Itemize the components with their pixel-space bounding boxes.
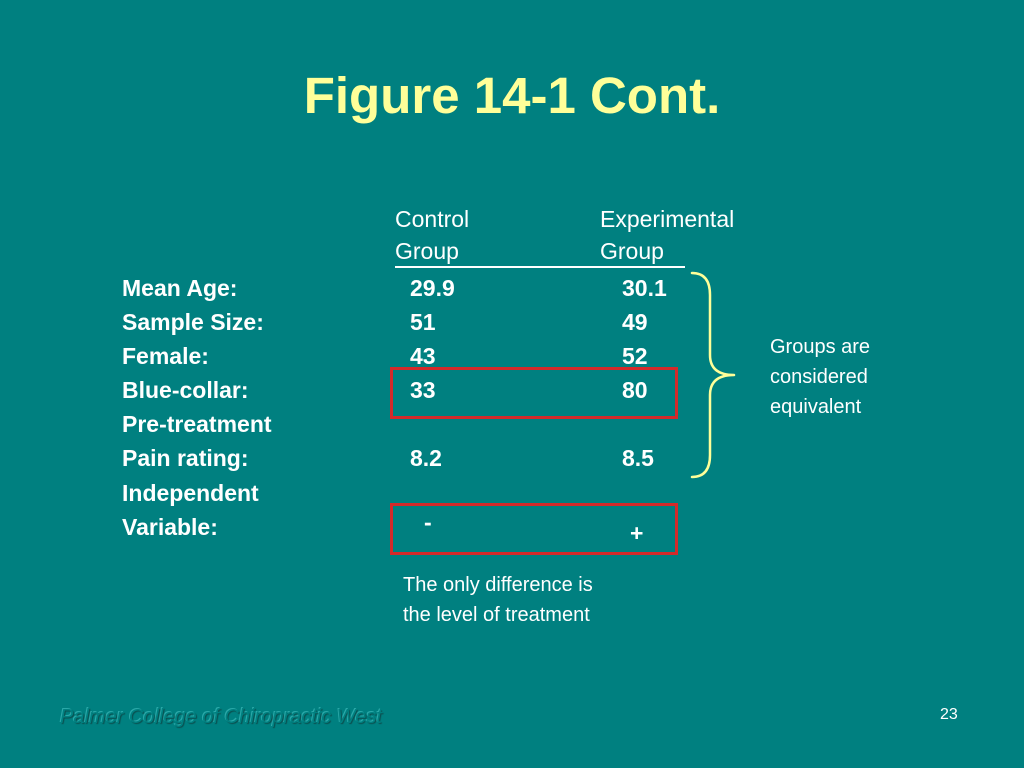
highlight-box-blue-collar: [390, 367, 678, 419]
highlight-box-independent-variable: [390, 503, 678, 555]
experimental-independent-variable: +: [630, 520, 644, 546]
experimental-blue-collar: 80: [622, 377, 648, 403]
groups-equivalent-line2: considered: [770, 366, 868, 388]
row-label-variable: Variable:: [122, 514, 218, 540]
row-label-mean-age: Mean Age:: [122, 275, 238, 301]
experimental-header-line2: Group: [600, 236, 685, 268]
experimental-header-line1: Experimental: [600, 206, 735, 232]
control-header-line1: Control: [395, 206, 470, 232]
control-sample-size: 51: [410, 309, 436, 335]
control-blue-collar: 33: [410, 377, 436, 403]
only-difference-line2: the level of treatment: [403, 604, 590, 626]
row-label-blue-collar: Blue-collar:: [122, 377, 249, 403]
control-independent-variable: -: [424, 509, 432, 535]
slide-title: Figure 14-1 Cont.: [303, 67, 721, 124]
row-label-independent: Independent: [122, 480, 259, 506]
control-mean-age: 29.9: [410, 275, 455, 301]
control-header-line2: Group: [395, 236, 600, 268]
row-label-pain-rating: Pain rating:: [122, 445, 249, 471]
page-number: 23: [940, 706, 958, 723]
groups-equivalent-line1: Groups are: [770, 336, 871, 358]
footer-college-name: Palmer College of Chiropractic West: [60, 706, 382, 728]
only-difference-line1: The only difference is: [403, 574, 593, 596]
control-pain-rating: 8.2: [410, 445, 442, 471]
curly-brace-icon: [690, 271, 736, 479]
groups-equivalent-line3: equivalent: [770, 396, 862, 418]
experimental-sample-size: 49: [622, 309, 648, 335]
row-label-pre-treatment: Pre-treatment: [122, 411, 272, 437]
experimental-female: 52: [622, 343, 648, 369]
row-label-female: Female:: [122, 343, 209, 369]
experimental-mean-age: 30.1: [622, 275, 667, 301]
row-label-sample-size: Sample Size:: [122, 309, 264, 335]
control-female: 43: [410, 343, 436, 369]
experimental-pain-rating: 8.5: [622, 445, 654, 471]
